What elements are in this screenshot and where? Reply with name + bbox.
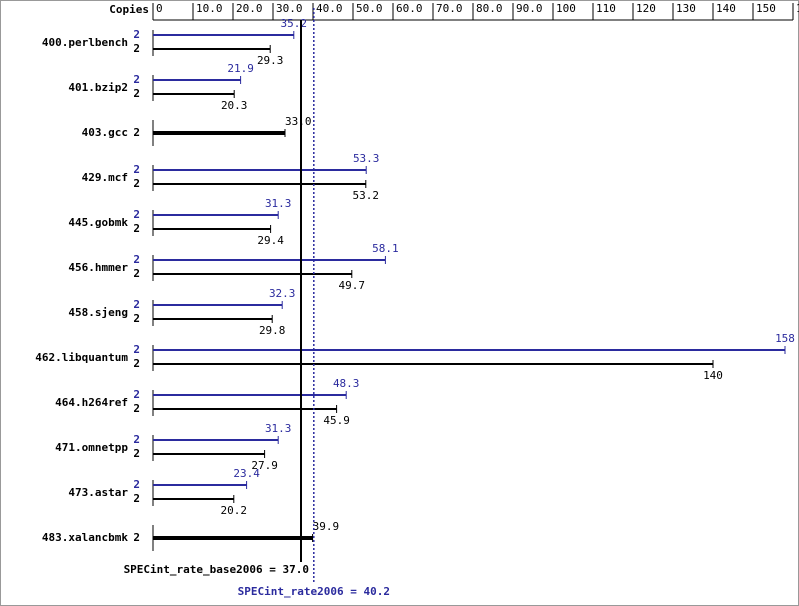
- category-label: 473.astar: [68, 486, 128, 499]
- copies-label: 2: [133, 42, 140, 55]
- value-label: 45.9: [323, 414, 350, 427]
- value-label: 29.8: [259, 324, 286, 337]
- x-tick-label: 60.0: [396, 2, 423, 15]
- copies-header: Copies: [109, 3, 149, 16]
- copies-label: 2: [133, 73, 140, 86]
- value-label: 27.9: [251, 459, 278, 472]
- copies-label: 2: [133, 177, 140, 190]
- x-tick-label: 160: [796, 2, 799, 15]
- x-tick-label: 50.0: [356, 2, 383, 15]
- category-label: 401.bzip2: [68, 81, 128, 94]
- copies-label: 2: [133, 87, 140, 100]
- value-label: 58.1: [372, 242, 399, 255]
- copies-label: 2: [133, 357, 140, 370]
- copies-label: 2: [133, 253, 140, 266]
- x-tick-label: 90.0: [516, 2, 543, 15]
- value-label: 39.9: [313, 520, 340, 533]
- copies-label: 2: [133, 388, 140, 401]
- copies-label: 2: [133, 433, 140, 446]
- category-label: 403.gcc: [82, 126, 128, 139]
- copies-label: 2: [133, 222, 140, 235]
- copies-label: 2: [133, 267, 140, 280]
- x-tick-label: 30.0: [276, 2, 303, 15]
- value-label: 20.3: [221, 99, 248, 112]
- x-tick-label: 40.0: [316, 2, 343, 15]
- value-label: 32.3: [269, 287, 296, 300]
- category-label: 483.xalancbmk: [42, 531, 128, 544]
- copies-label: 2: [133, 492, 140, 505]
- x-tick-label: 80.0: [476, 2, 503, 15]
- category-label: 462.libquantum: [35, 351, 128, 364]
- value-label: 29.3: [257, 54, 284, 67]
- copies-label: 2: [133, 208, 140, 221]
- value-label: 53.3: [353, 152, 380, 165]
- x-tick-label: 130: [676, 2, 696, 15]
- x-tick-label: 140: [716, 2, 736, 15]
- category-label: 429.mcf: [82, 171, 128, 184]
- category-label: 471.omnetpp: [55, 441, 128, 454]
- value-label: 29.4: [257, 234, 284, 247]
- category-label: 445.gobmk: [68, 216, 128, 229]
- reference-label: SPECint_rate2006 = 40.2: [238, 585, 390, 598]
- copies-label: 2: [133, 343, 140, 356]
- value-label: 53.2: [353, 189, 380, 202]
- x-tick-label: 70.0: [436, 2, 463, 15]
- value-label: 35.2: [281, 17, 308, 30]
- value-label: 31.3: [265, 422, 292, 435]
- category-label: 464.h264ref: [55, 396, 128, 409]
- value-label: 23.4: [233, 467, 260, 480]
- x-tick-label: 110: [596, 2, 616, 15]
- value-label: 48.3: [333, 377, 360, 390]
- x-tick-label: 20.0: [236, 2, 263, 15]
- copies-label: 2: [133, 298, 140, 311]
- copies-label: 2: [133, 402, 140, 415]
- x-tick-label: 10.0: [196, 2, 223, 15]
- x-tick-label: 100: [556, 2, 576, 15]
- category-label: 456.hmmer: [68, 261, 128, 274]
- value-label: 33.0: [285, 115, 312, 128]
- value-label: 31.3: [265, 197, 292, 210]
- category-label: 458.sjeng: [68, 306, 128, 319]
- x-tick-label: 0: [156, 2, 163, 15]
- value-label: 20.2: [221, 504, 248, 517]
- copies-label: 2: [133, 163, 140, 176]
- x-tick-label: 120: [636, 2, 656, 15]
- copies-label: 2: [133, 28, 140, 41]
- value-label: 158: [775, 332, 795, 345]
- copies-label: 2: [133, 478, 140, 491]
- value-label: 140: [703, 369, 723, 382]
- value-label: 49.7: [339, 279, 366, 292]
- copies-label: 2: [133, 531, 140, 544]
- category-label: 400.perlbench: [42, 36, 128, 49]
- copies-label: 2: [133, 312, 140, 325]
- x-tick-label: 150: [756, 2, 776, 15]
- reference-label: SPECint_rate_base2006 = 37.0: [124, 563, 309, 576]
- copies-label: 2: [133, 126, 140, 139]
- value-label: 21.9: [227, 62, 254, 75]
- copies-label: 2: [133, 447, 140, 460]
